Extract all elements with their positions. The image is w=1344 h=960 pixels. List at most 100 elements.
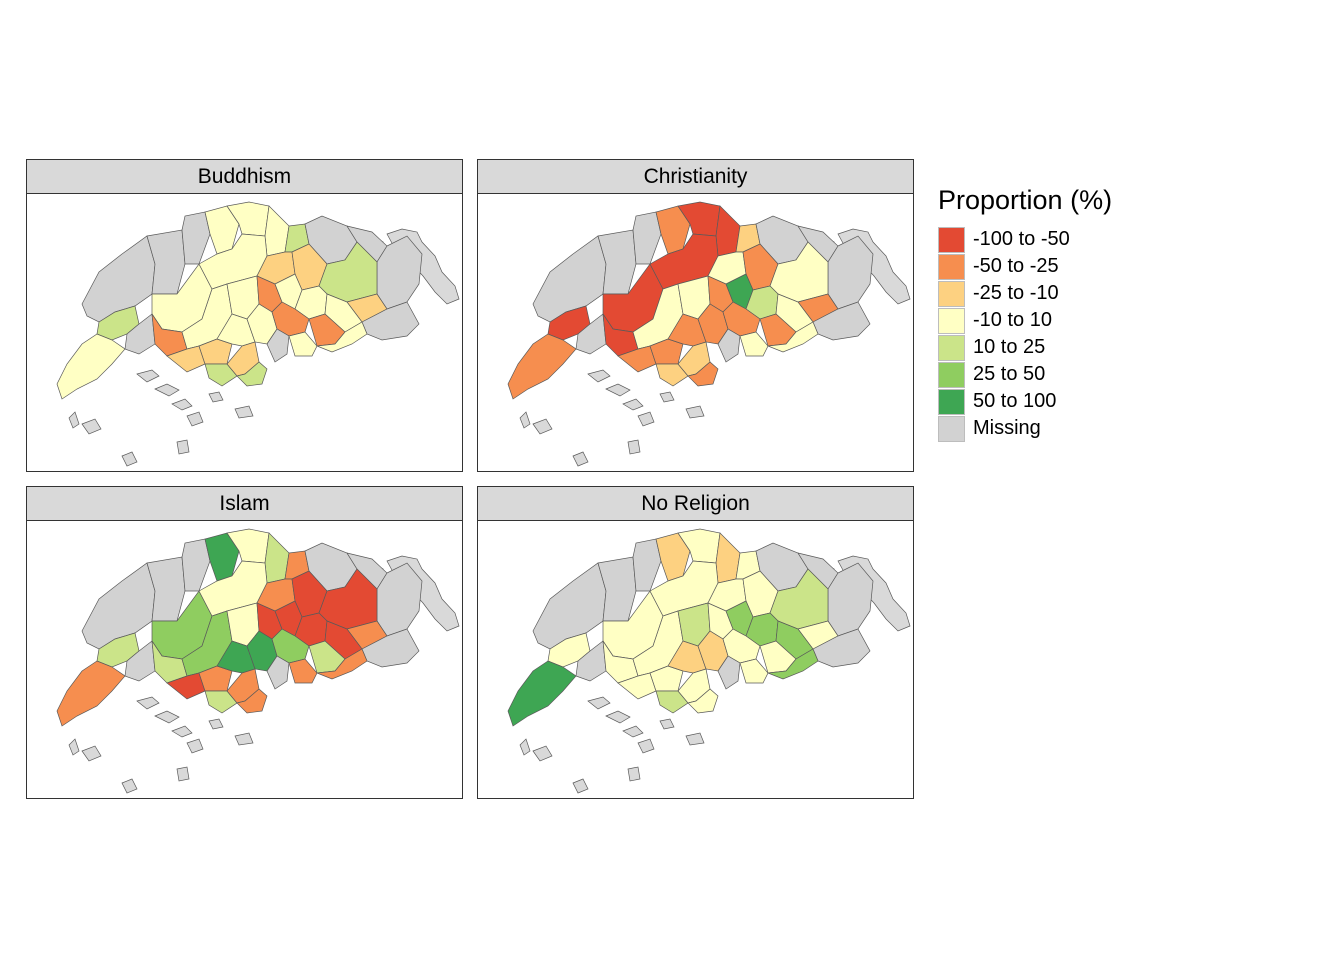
planning-area-region: [687, 361, 719, 387]
island-shape: [627, 766, 641, 782]
planning-area-region: [316, 321, 368, 353]
legend-swatch: [938, 334, 965, 361]
planning-area-region: [288, 658, 318, 684]
planning-area-region: [649, 665, 684, 692]
island-shape: [685, 732, 705, 746]
planning-area-region: [655, 363, 689, 387]
facet-title-islam: Islam: [27, 487, 462, 521]
singapore-map-christianity: [478, 194, 913, 471]
planning-area-region: [361, 628, 420, 668]
planning-area-region: [56, 660, 126, 727]
planning-area-region: [266, 655, 290, 690]
singapore-map-buddhism: [27, 194, 462, 471]
planning-area-region: [632, 538, 662, 592]
legend-swatch: [938, 361, 965, 388]
planning-area-region: [739, 658, 769, 684]
island-shape: [208, 391, 224, 403]
legend-label: Missing: [973, 417, 1041, 439]
planning-area-region: [717, 328, 741, 363]
island-shape: [519, 738, 531, 756]
island-shape: [605, 383, 631, 397]
island-shape: [605, 710, 631, 724]
island-shape: [587, 696, 611, 710]
planning-area-region: [56, 333, 126, 400]
planning-area-region: [204, 363, 238, 387]
legend-swatch: [938, 253, 965, 280]
legend-item: -50 to -25: [938, 253, 1112, 280]
planning-area-region: [198, 665, 233, 692]
legend-swatch: [938, 280, 965, 307]
island-shape: [659, 391, 675, 403]
legend-label: 25 to 50: [973, 363, 1046, 385]
planning-area-region: [532, 562, 607, 650]
legend-item: -100 to -50: [938, 226, 1112, 253]
legend-label: -25 to -10: [973, 282, 1059, 304]
legend-swatch: [938, 226, 965, 253]
singapore-map-islam: [27, 521, 462, 798]
legend-label: -50 to -25: [973, 255, 1059, 277]
legend-label: 10 to 25: [973, 336, 1046, 358]
planning-area-region: [812, 301, 871, 341]
legend-swatch: [938, 388, 965, 415]
planning-area-region: [236, 688, 268, 714]
island-shape: [68, 411, 80, 429]
map-svg: [56, 528, 460, 794]
island-shape: [176, 766, 190, 782]
island-shape: [208, 718, 224, 730]
island-shape: [685, 405, 705, 419]
island-shape: [234, 732, 254, 746]
facet-title-buddhism: Buddhism: [27, 160, 462, 194]
island-shape: [121, 778, 138, 794]
island-shape: [637, 738, 655, 754]
planning-area-region: [532, 235, 607, 323]
legend-item: 25 to 50: [938, 361, 1112, 388]
planning-area-region: [717, 655, 741, 690]
island-shape: [186, 411, 204, 427]
legend-item: Missing: [938, 415, 1112, 442]
map-svg: [507, 528, 911, 794]
singapore-map-no-religion: [478, 521, 913, 798]
island-shape: [622, 725, 644, 738]
island-shape: [519, 411, 531, 429]
legend-item: 50 to 100: [938, 388, 1112, 415]
island-shape: [136, 696, 160, 710]
island-shape: [81, 745, 102, 762]
planning-area-region: [288, 331, 318, 357]
planning-area-region: [767, 648, 819, 680]
planning-area-region: [767, 321, 819, 353]
island-shape: [171, 398, 193, 411]
facet-title-no-religion: No Religion: [478, 487, 913, 521]
legend-label: -10 to 10: [973, 309, 1052, 331]
planning-area-region: [236, 361, 268, 387]
legend-label: -100 to -50: [973, 228, 1070, 250]
facet-panel-buddhism: Buddhism: [26, 159, 463, 472]
planning-area-region: [812, 628, 871, 668]
island-shape: [154, 383, 180, 397]
island-shape: [234, 405, 254, 419]
facet-panel-islam: Islam: [26, 486, 463, 799]
island-shape: [532, 418, 553, 435]
island-shape: [81, 418, 102, 435]
legend: Proportion (%) -100 to -50 -50 to -25 -25 …: [938, 185, 1112, 442]
island-shape: [587, 369, 611, 383]
planning-area-region: [649, 338, 684, 365]
planning-area-region: [361, 301, 420, 341]
island-shape: [121, 451, 138, 467]
planning-area-region: [181, 211, 211, 265]
facet-panel-christianity: Christianity: [477, 159, 914, 472]
island-shape: [154, 710, 180, 724]
island-shape: [136, 369, 160, 383]
legend-swatch: [938, 307, 965, 334]
legend-title: Proportion (%): [938, 185, 1113, 215]
legend-item: -25 to -10: [938, 280, 1112, 307]
island-shape: [68, 738, 80, 756]
island-shape: [659, 718, 675, 730]
planning-area-region: [632, 211, 662, 265]
island-shape: [171, 725, 193, 738]
facet-panel-no-religion: No Religion: [477, 486, 914, 799]
map-svg: [56, 201, 460, 467]
legend-item: -10 to 10: [938, 307, 1112, 334]
planning-area-region: [655, 690, 689, 714]
planning-area-region: [81, 235, 156, 323]
legend-label: 50 to 100: [973, 390, 1057, 412]
